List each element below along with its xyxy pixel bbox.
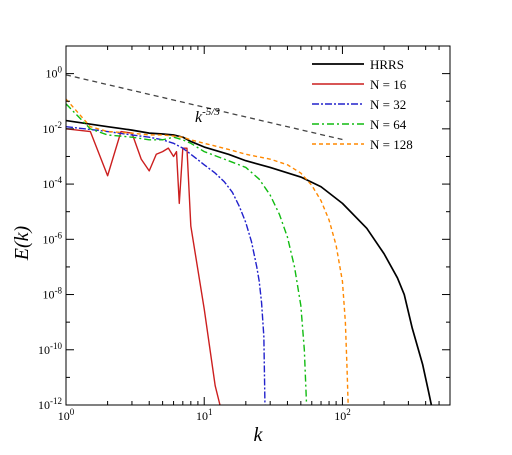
legend-label-3: N = 64 (370, 117, 407, 132)
plot-content (66, 74, 433, 405)
reference-slope-text: k-5/3 (195, 106, 220, 126)
axis-ticks: 100 101 102 100 10-2 10-4 10-6 10-8 10-10 10-12 (38, 45, 450, 423)
series-line-4 (66, 98, 349, 405)
series-line-1 (66, 128, 221, 405)
reference-slope-line (66, 74, 343, 141)
y-axis-label: E(k) (11, 225, 33, 261)
legend-label-0: HRRS (370, 57, 404, 72)
x-axis-label: k (254, 424, 264, 446)
y-tick-label-4: 10-8 (43, 286, 63, 302)
y-tick-label-0: 100 (46, 65, 63, 81)
x-tick-label-1: 101 (196, 407, 213, 423)
y-tick-label-1: 10-2 (43, 120, 63, 136)
series-line-3 (66, 103, 308, 405)
reference-slope-label: k-5/3 (195, 106, 220, 126)
y-tick-label-5: 10-10 (38, 341, 62, 357)
series-line-2 (66, 125, 266, 405)
legend-label-4: N = 128 (370, 137, 413, 152)
y-tick-label-6: 10-12 (38, 396, 62, 412)
series-line-0 (66, 119, 433, 405)
x-tick-label-0: 100 (58, 407, 75, 423)
y-tick-label-2: 10-4 (43, 175, 63, 191)
x-tick-label-2: 102 (334, 407, 351, 423)
y-tick-label-3: 10-6 (43, 230, 63, 246)
legend-label-1: N = 16 (370, 77, 407, 92)
plot-frame (65, 45, 451, 406)
legend-label-2: N = 32 (370, 97, 406, 112)
legend: HRRS N = 16 N = 32 N = 64 N = 128 (312, 57, 413, 152)
